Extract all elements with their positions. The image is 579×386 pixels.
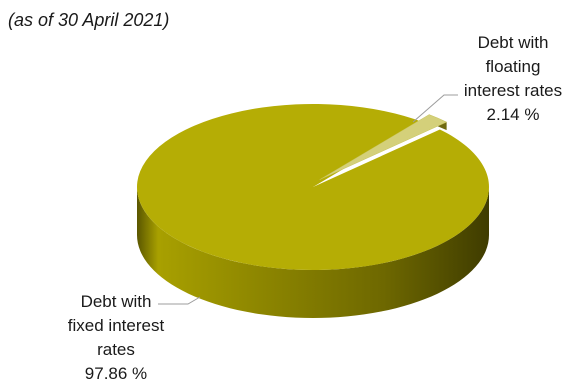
slice-label-floating-line2: floating bbox=[485, 57, 541, 76]
slice-label-floating-line3: interest rates bbox=[463, 81, 563, 100]
slice-label-floating-line1: Debt with bbox=[477, 33, 549, 52]
slice-value-floating: 2.14 % bbox=[486, 105, 540, 124]
slice-value-fixed: 97.86 % bbox=[84, 364, 148, 383]
pie-slice-fixed bbox=[136, 103, 489, 270]
slice-label-floating: Debt with floating interest rates 2.14 % bbox=[448, 31, 578, 127]
leader-lines bbox=[158, 94, 458, 305]
leader-line-fixed bbox=[158, 296, 201, 305]
slice-label-fixed-line1: Debt with bbox=[80, 292, 152, 311]
slice-label-fixed: Debt with fixed interest rates 97.86 % bbox=[36, 290, 196, 386]
slice-label-fixed-line2: fixed interest bbox=[67, 316, 165, 335]
pie-slice-floating bbox=[319, 114, 448, 180]
pie-top-face bbox=[136, 103, 489, 270]
slice-label-fixed-line3: rates bbox=[97, 340, 135, 359]
chart-subtitle: (as of 30 April 2021) bbox=[8, 10, 170, 30]
leader-line-floating bbox=[412, 94, 458, 123]
pie-slice-fixed-side bbox=[137, 187, 489, 318]
